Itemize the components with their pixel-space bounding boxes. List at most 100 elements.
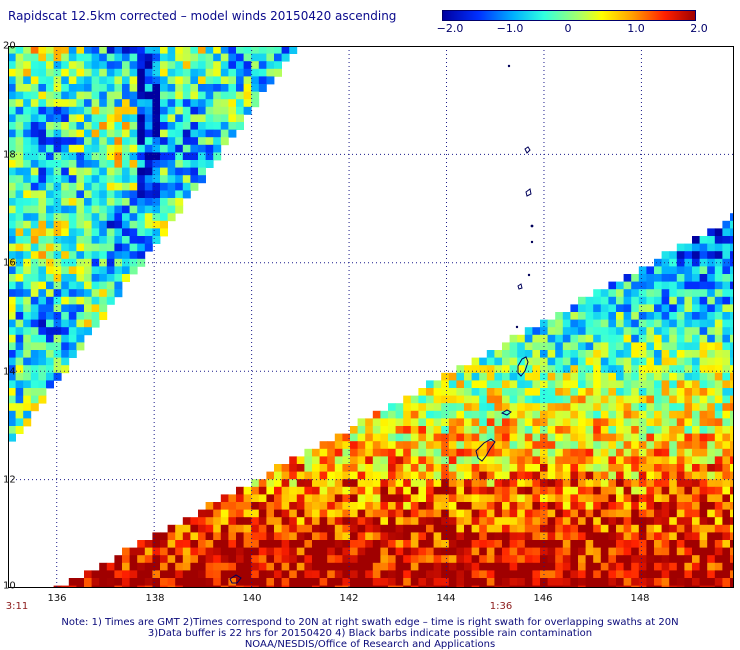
wind-cell [91,312,100,320]
wind-cell [502,426,510,434]
wind-cell [152,152,161,161]
wind-cell [46,220,54,229]
wind-cell [334,562,343,571]
wind-cell [144,114,153,123]
wind-cell [479,570,488,579]
wind-cell [91,281,100,290]
wind-cell [23,106,32,115]
wind-cell [114,228,123,237]
wind-cell [61,220,70,229]
wind-cell [707,585,716,588]
wind-cell [547,327,556,336]
wind-cell [608,555,617,564]
wind-cell [167,99,176,108]
wind-cell [388,441,396,450]
wind-cell [418,502,427,510]
wind-cell [129,160,138,168]
wind-cell [616,342,624,351]
wind-cell [699,502,708,510]
wind-cell [243,494,252,503]
wind-cell [68,236,77,244]
wind-cell [524,403,533,412]
wind-cell [600,509,609,518]
wind-cell [220,547,229,556]
wind-cell [198,524,206,533]
wind-cell [144,555,153,564]
wind-cell [129,68,138,77]
wind-cell [114,175,123,184]
wind-cell [91,167,100,176]
wind-cell [707,456,716,465]
wind-cell [114,220,123,229]
wind-cell [23,220,32,229]
wind-cell [266,585,275,588]
wind-cell [585,327,594,336]
wind-cell [182,182,191,191]
wind-cell [236,46,244,54]
wind-cell [220,129,229,138]
wind-cell [312,486,320,495]
wind-cell [334,464,343,472]
wind-cell [707,372,716,381]
wind-cell [661,486,670,495]
wind-cell [38,388,47,396]
wind-cell [448,570,457,579]
wind-cell [99,91,108,100]
wind-cell [182,517,191,526]
wind-cell [456,372,465,381]
wind-cell [46,129,54,138]
wind-cell [699,426,708,434]
wind-cell [167,555,176,564]
wind-cell [631,426,640,434]
wind-cell [593,357,602,366]
wind-cell [532,342,541,351]
wind-cell [137,198,146,206]
wind-cell [8,114,16,123]
wind-cell [53,585,62,588]
wind-cell [403,570,412,579]
wind-cell [68,106,77,115]
wind-cell [68,578,77,586]
wind-cell [532,357,541,366]
wind-cell [76,122,85,130]
wind-cell [144,182,153,191]
wind-cell [175,152,184,161]
wind-cell [593,532,602,541]
wind-cell [517,403,526,412]
wind-cell [623,540,632,548]
wind-cell [160,84,168,92]
wind-cell [38,129,47,138]
wind-cell [68,84,77,92]
wind-cell [175,532,184,541]
wind-cell [471,524,480,533]
wind-cell [433,509,442,518]
wind-cell [327,509,336,518]
wind-cell [53,251,62,260]
wind-cell [296,540,305,548]
wind-cell [616,517,624,526]
wind-cell [623,350,632,358]
wind-cell [91,68,100,77]
wind-cell [213,532,222,541]
wind-cell [15,91,24,100]
wind-cell [532,532,541,541]
wind-cell [8,167,16,176]
wind-cell [730,327,734,336]
wind-cell [350,441,358,450]
wind-cell [608,486,617,495]
wind-cell [342,502,351,510]
wind-cell [600,334,609,343]
wind-cell [494,486,503,495]
wind-cell [30,61,39,70]
wind-cell [585,585,594,588]
wind-cell [137,213,146,222]
wind-cell [296,524,305,533]
wind-cell [84,304,92,313]
wind-cell [418,532,427,541]
wind-cell [578,471,586,480]
wind-cell [410,502,419,510]
wind-cell [129,76,138,85]
wind-cell [296,471,305,480]
wind-cell [198,540,206,548]
wind-cell [23,84,32,92]
